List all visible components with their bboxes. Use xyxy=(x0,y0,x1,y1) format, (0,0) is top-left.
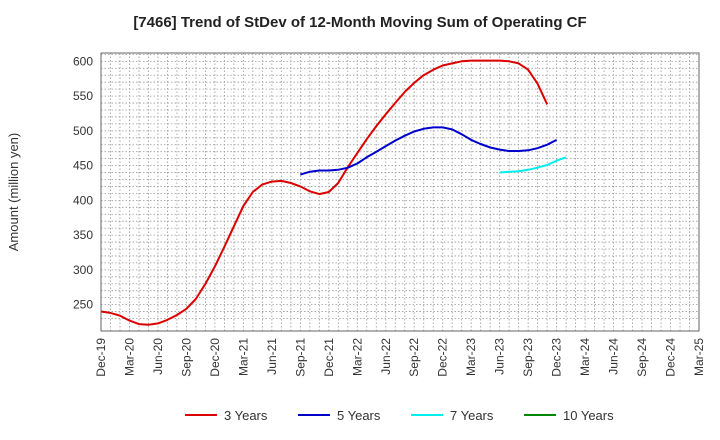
series-line-7-years xyxy=(499,156,567,174)
y-tick-label: 400 xyxy=(73,193,93,207)
legend-label-3-years: 3 Years xyxy=(224,408,268,423)
legend-label-7-years: 7 Years xyxy=(450,408,494,423)
y-tick-label: 300 xyxy=(73,263,93,277)
x-tick-label: Dec-22 xyxy=(436,338,450,377)
y-tick-label: 500 xyxy=(73,124,93,138)
chart-title: [7466] Trend of StDev of 12-Month Moving… xyxy=(133,14,587,31)
x-tick-label: Mar-21 xyxy=(236,338,250,376)
grid-layer xyxy=(100,53,699,331)
x-tick-label: Dec-20 xyxy=(208,338,222,377)
x-tick-label: Mar-25 xyxy=(692,338,706,376)
x-tick-label: Sep-23 xyxy=(521,338,535,377)
x-tick-label: Mar-20 xyxy=(122,338,136,376)
legend-label-5-years: 5 Years xyxy=(337,408,381,423)
series-line-5-years xyxy=(300,126,558,176)
y-tick-labels: 250 300 350 400 450 500 550 600 xyxy=(73,54,93,311)
x-tick-labels: Dec-19 Mar-20 Jun-20 Sep-20 Dec-20 Mar-21 Jun-… xyxy=(94,338,706,377)
x-tick-label: Sep-20 xyxy=(179,338,193,377)
x-tick-label: Jun-20 xyxy=(151,338,165,375)
series-line-3-years xyxy=(100,59,549,326)
x-tick-label: Jun-22 xyxy=(379,338,393,375)
y-tick-label: 250 xyxy=(73,298,93,312)
y-tick-label: 350 xyxy=(73,228,93,242)
x-tick-label: Jun-21 xyxy=(265,338,279,375)
x-tick-label: Mar-22 xyxy=(350,338,364,376)
legend: 3 Years 5 Years 7 Years 10 Years xyxy=(185,408,614,423)
x-tick-label: Dec-19 xyxy=(94,338,108,377)
x-tick-label: Mar-23 xyxy=(464,338,478,376)
y-tick-label: 600 xyxy=(73,54,93,68)
series-layer xyxy=(100,59,567,326)
x-tick-label: Sep-22 xyxy=(407,338,421,377)
y-tick-label: 450 xyxy=(73,159,93,173)
legend-label-10-years: 10 Years xyxy=(563,408,614,423)
x-tick-label: Dec-24 xyxy=(664,338,678,377)
y-tick-label: 550 xyxy=(73,89,93,103)
x-tick-label: Sep-24 xyxy=(635,338,649,377)
x-tick-label: Dec-23 xyxy=(550,338,564,377)
x-tick-label: Dec-21 xyxy=(322,338,336,377)
x-tick-label: Mar-24 xyxy=(578,338,592,376)
y-axis-title: Amount (million yen) xyxy=(6,133,21,252)
plot-frame xyxy=(100,52,700,332)
x-tick-label: Jun-23 xyxy=(493,338,507,375)
x-tick-label: Jun-24 xyxy=(607,338,621,375)
x-tick-label: Sep-21 xyxy=(293,338,307,377)
